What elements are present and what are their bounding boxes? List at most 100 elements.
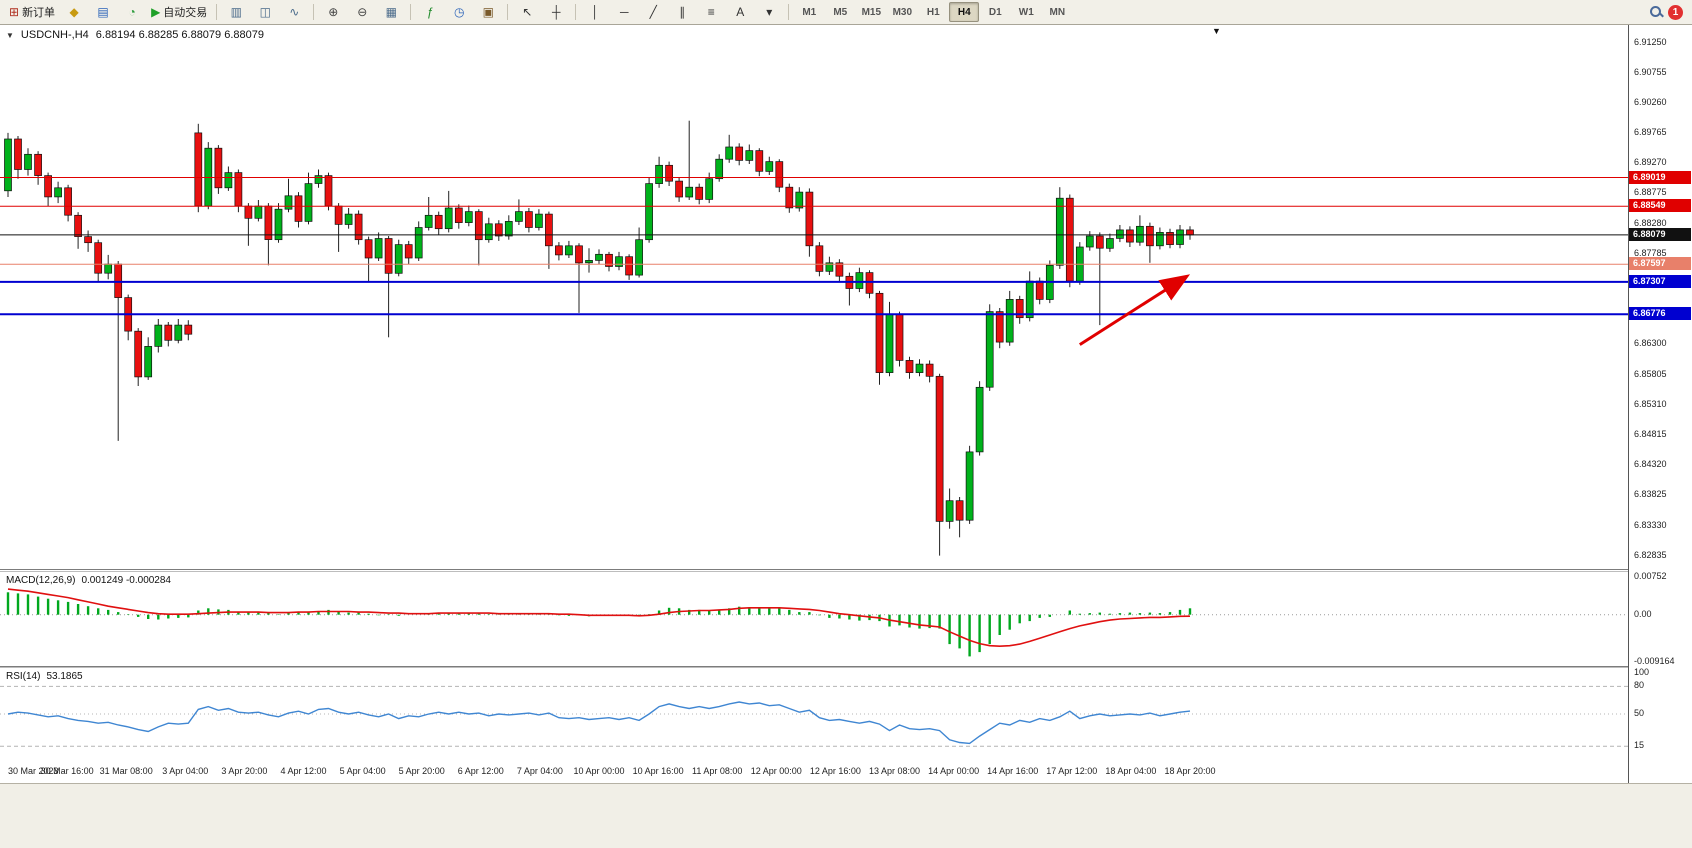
price-line-value-box: 6.87307 [1629,274,1691,288]
timeframe-m1-button[interactable]: M1 [802,6,817,18]
zoom-in-button[interactable]: ⊕ [319,1,347,23]
periods-icon: ◷ [454,5,465,19]
time-axis-label: 13 Apr 08:00 [868,766,921,776]
price-line-value-box: 6.86776 [1629,307,1691,321]
toolbar-separator [410,4,412,20]
candle-body [254,205,263,219]
candle-body [695,186,704,200]
search-icon[interactable] [1649,5,1663,19]
macd-panel[interactable]: MACD(12,26,9) 0.001249 -0.000284 [0,571,1628,667]
tile-windows-button[interactable]: ▦ [377,1,405,23]
macd-axis-label: -0.009164 [1634,656,1675,666]
timeframe-mn-button[interactable]: MN [1049,6,1066,18]
time-axis[interactable]: 30 Mar 2023 30 Mar 16:00 31 Mar 08:00 3 Apr… [0,759,1628,783]
macd-signal-line [7,588,1191,648]
macd-axis-label: 0.00 [1634,608,1652,619]
rsi-chart-canvas[interactable] [0,668,1628,760]
notification-badge[interactable]: 1 [1668,4,1683,20]
candle-body [174,324,183,341]
fibonacci-button[interactable]: ≡ [697,1,725,23]
autotrading-button[interactable]: ▶ 自动交易 [147,1,211,23]
trendline-button[interactable]: ╱ [639,1,667,23]
candle-body [955,500,964,521]
candle-body [1126,229,1134,243]
charts-button[interactable]: ◆ [60,1,88,23]
candle-body [535,213,543,228]
candle-body [4,138,12,192]
candle-body [104,263,113,274]
timeframe-m30-button[interactable]: M30 [892,6,913,18]
candle-body [835,262,844,277]
candle-body [84,236,92,244]
vertical-line-button[interactable]: │ [581,1,609,23]
candle-body [865,272,874,294]
arrows-dropdown-button[interactable]: ▾ [755,1,783,23]
candle-body [765,161,774,172]
candle-body [585,260,593,264]
fibonacci-icon: ≡ [707,5,715,19]
text-icon: A [736,5,745,19]
candle-body [1116,229,1124,239]
macd-chart-canvas[interactable] [0,572,1628,666]
candlestick-chart-canvas[interactable] [0,25,1628,569]
indicators-button[interactable]: ƒ [416,1,444,23]
templates-button[interactable]: ▣ [474,1,502,23]
zoom-out-button[interactable]: ⊖ [348,1,376,23]
candle-body [504,221,513,237]
rsi-panel[interactable]: RSI(14) 53.1865 [0,667,1628,761]
toolbar: ⊞ 新订单 ◆ ▤ ◔ ▶ 自动交易 ▥ ◫ ∿ ⊕ ⊖ ▦ ƒ ◷ ▣ ↖ ┼ │ ─ ╱ ∥ ≡ A ▾ M1 M5 M15 M30… [0,0,1692,25]
candle-body [565,245,573,256]
candle-body [905,360,914,373]
text-button[interactable]: A [726,1,754,23]
navigator-button[interactable]: ◔ [118,1,146,23]
periods-button[interactable]: ◷ [445,1,473,23]
main-chart-panel[interactable]: ▼ USDCNH-,H4 6.88194 6.88285 6.88079 6.8… [0,25,1628,570]
rsi-axis-label: 100 [1634,667,1650,677]
trend-arrow-annotation[interactable] [1078,274,1191,346]
candle-body [434,214,443,230]
candle-body [615,256,623,267]
bar-chart-button[interactable]: ▥ [222,1,250,23]
candle-body [895,313,904,361]
candle-body [995,311,1004,343]
price-axis[interactable]: 6.91250 6.90755 6.90260 6.89765 6.89270 6.887… [1628,25,1692,783]
market-watch-button[interactable]: ▤ [89,1,117,23]
time-axis-label: 14 Apr 16:00 [987,766,1039,776]
candlestick-chart-button[interactable]: ◫ [251,1,279,23]
timeframe-m5-button[interactable]: M5 [833,6,848,18]
price-line-value-box: 6.87597 [1629,257,1691,271]
toolbar-separator [788,4,790,20]
rsi-value: 53.1865 [46,671,83,682]
chart-area[interactable]: ▼ USDCNH-,H4 6.88194 6.88285 6.88079 6.8… [0,25,1628,783]
candle-body [314,175,323,184]
candle-body [184,324,193,335]
candle-body [545,213,553,247]
macd-values: 0.001249 -0.000284 [81,575,171,586]
candle-body [805,191,814,247]
symbol-dropdown-icon[interactable]: ▼ [6,30,14,40]
timeframe-h1-button[interactable]: H1 [926,6,940,18]
equidistant-channel-button[interactable]: ∥ [668,1,696,23]
cursor-button[interactable]: ↖ [513,1,541,23]
new-order-button[interactable]: ⊞ 新订单 [5,1,59,23]
timeframe-d1-button[interactable]: D1 [988,6,1002,18]
cursor-icon: ↖ [522,5,533,19]
timeframe-h4-button[interactable]: H4 [949,2,980,22]
arrows-dropdown-icon: ▾ [766,5,773,19]
candle-body [1025,280,1034,319]
candle-body [785,186,794,209]
timeframe-m15-button[interactable]: M15 [861,6,882,18]
line-chart-button[interactable]: ∿ [280,1,308,23]
timeframe-w1-button[interactable]: W1 [1018,6,1034,18]
rsi-label: RSI(14) [6,671,41,682]
time-axis-label: 10 Apr 00:00 [573,766,625,776]
candle-body [44,175,52,198]
horizontal-line-button[interactable]: ─ [610,1,638,23]
time-axis-label: 30 Mar 2023 [8,766,59,776]
candle-body [164,324,173,341]
time-axis-label: 12 Apr 16:00 [809,766,861,776]
chart-shift-marker[interactable]: ▼ [1212,26,1221,36]
crosshair-button[interactable]: ┼ [542,1,570,23]
candle-body [735,146,744,161]
